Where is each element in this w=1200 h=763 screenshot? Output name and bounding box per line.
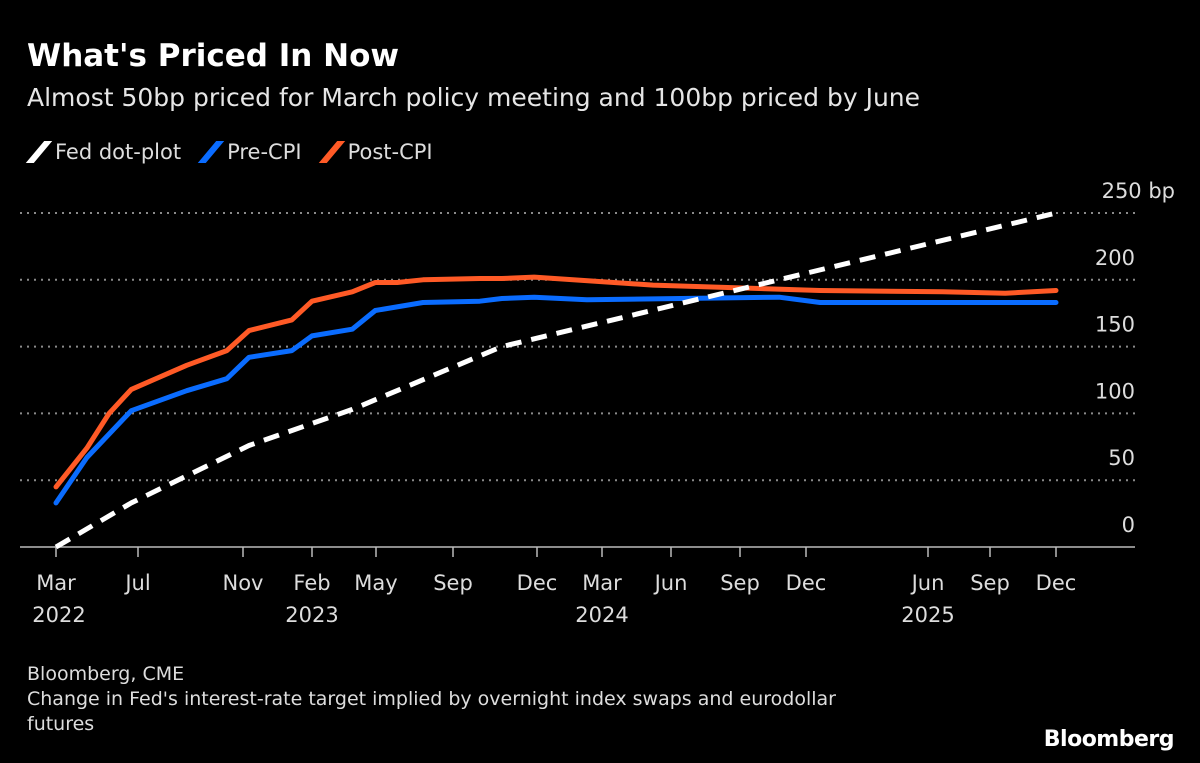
- y-tick-label: 100: [1095, 379, 1135, 403]
- legend-item-fed-dot-plot: Fed dot-plot: [25, 140, 182, 164]
- x-tick-label: Jun: [910, 571, 945, 595]
- x-tick-label: Sep: [433, 571, 473, 595]
- x-tick-label: Jul: [123, 571, 150, 595]
- x-tick-year-label: 2023: [285, 603, 338, 627]
- y-tick-label: 50: [1108, 446, 1135, 470]
- x-tick-label: Dec: [1036, 571, 1077, 595]
- x-tick-label: Sep: [970, 571, 1010, 595]
- y-tick-label: 0: [1122, 513, 1135, 537]
- x-tick-year-label: 2022: [32, 603, 85, 627]
- source: Bloomberg, CME: [27, 663, 185, 685]
- footer: Bloomberg, CME Change in Fed's interest-…: [27, 662, 907, 737]
- series-line-fed-dot-plot: [54, 210, 1057, 550]
- bloomberg-logo: Bloomberg: [1043, 727, 1175, 752]
- legend-label: Post-CPI: [347, 140, 433, 164]
- legend-item-post-cpi: Post-CPI: [318, 140, 433, 164]
- x-tick-label: Sep: [720, 571, 760, 595]
- series-line-pre-cpi: [53, 294, 1059, 506]
- x-tick-year-label: 2024: [575, 603, 628, 627]
- legend: Fed dot-plot Pre-CPI Post-CPI: [25, 140, 433, 164]
- legend-item-pre-cpi: Pre-CPI: [197, 140, 302, 164]
- chart-title: What's Priced In Now: [27, 38, 400, 74]
- note: Change in Fed's interest-rate target imp…: [27, 688, 836, 735]
- x-tick-label: Jun: [653, 571, 688, 595]
- x-tick-year-label: 2025: [901, 603, 954, 627]
- y-tick-label: 150: [1095, 313, 1135, 337]
- legend-label: Pre-CPI: [227, 140, 302, 164]
- series-line-post-cpi: [53, 274, 1059, 490]
- y-tick-label: 200: [1095, 246, 1135, 270]
- chart-subtitle: Almost 50bp priced for March policy meet…: [27, 83, 921, 112]
- x-tick-label: Mar: [36, 571, 76, 595]
- x-tick-label: Dec: [517, 571, 558, 595]
- legend-label: Fed dot-plot: [55, 140, 182, 164]
- x-tick-label: Dec: [786, 571, 827, 595]
- x-tick-label: May: [354, 571, 397, 595]
- x-tick-label: Feb: [293, 571, 330, 595]
- x-tick-label: Mar: [582, 571, 622, 595]
- x-tick-label: Nov: [223, 571, 264, 595]
- y-tick-label: 250 bp: [1102, 179, 1175, 203]
